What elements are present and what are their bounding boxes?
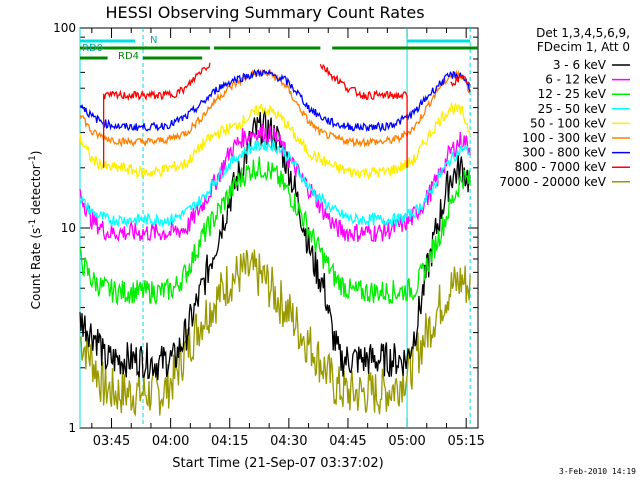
legend-header: Det 1,3,4,5,6,9,	[536, 26, 630, 40]
y-tick-label: 1	[68, 421, 76, 435]
legend-entry: 6 - 12 keV	[545, 73, 607, 87]
series-7000-20000-kev	[79, 249, 471, 417]
legend-header: FDecim 1, Att 0	[537, 40, 630, 54]
legend-entry: 7000 - 20000 keV	[499, 175, 606, 189]
x-tick-label: 04:15	[211, 434, 248, 449]
legend-entry: 25 - 50 keV	[538, 102, 607, 116]
series-25-50-kev	[79, 138, 471, 228]
date-stamp: 3-Feb-2010 14:19	[559, 467, 636, 476]
legend-entry: 3 - 6 keV	[553, 58, 607, 72]
x-tick-label: 05:15	[447, 434, 484, 449]
series-300-800-kev	[79, 68, 471, 133]
legend: Det 1,3,4,5,6,9,FDecim 1, Att 0 3 - 6 keV…	[499, 26, 630, 189]
legend-entry: 50 - 100 keV	[530, 116, 607, 130]
rd0-label: RD0	[82, 43, 103, 54]
x-tick-label: 04:45	[329, 434, 366, 449]
y-tick-label: 10	[61, 221, 76, 235]
n-label: N	[150, 35, 157, 46]
y-axis-label: Count Rate (s-1 detector-1)	[28, 151, 43, 310]
series-50-100-kev	[79, 101, 471, 181]
rd4-label: RD4	[118, 51, 139, 62]
x-tick-label: 04:30	[270, 434, 307, 449]
series-800-7000-kev	[450, 74, 471, 87]
flag-bars	[80, 39, 478, 60]
series-6-12-kev	[79, 123, 471, 243]
series-100-300-kev	[79, 68, 471, 149]
series-layer	[79, 62, 471, 417]
x-tick-label: 04:00	[152, 434, 189, 449]
axes: 1 10 100 03:45 04:00 04:15 04:30 04:45 05:00 05:1…	[53, 21, 485, 449]
chart-title: HESSI Observing Summary Count Rates	[105, 3, 424, 22]
x-tick-label: 03:45	[93, 434, 130, 449]
legend-entry: 12 - 25 keV	[538, 87, 607, 101]
legend-entry: 300 - 800 keV	[522, 146, 606, 160]
series-12-25-kev	[79, 156, 471, 306]
legend-entry: 800 - 7000 keV	[515, 160, 607, 174]
series-800-7000-kev	[319, 63, 408, 101]
svg-text:Count Rate (s-1 detector-1): Count Rate (s-1 detector-1)	[28, 151, 43, 310]
x-axis-label: Start Time (21-Sep-07 03:37:02)	[172, 456, 383, 471]
legend-entry: 100 - 300 keV	[522, 131, 606, 145]
x-tick-label: 05:00	[388, 434, 425, 449]
series-800-7000-kev	[102, 62, 211, 102]
y-tick-label: 100	[53, 21, 76, 35]
svg-text:Start Time (21-Sep-07 03:37:02: Start Time (21-Sep-07 03:37:02)	[172, 456, 383, 471]
